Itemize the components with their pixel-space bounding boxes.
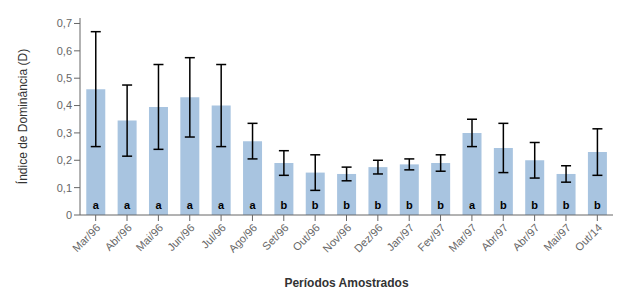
svg-text:b: b bbox=[281, 199, 288, 211]
svg-text:0,7: 0,7 bbox=[57, 17, 72, 29]
svg-text:Out/14: Out/14 bbox=[572, 221, 604, 253]
svg-text:0,4: 0,4 bbox=[57, 99, 72, 111]
svg-text:b: b bbox=[531, 199, 538, 211]
svg-text:b: b bbox=[406, 199, 413, 211]
svg-text:Nov/96: Nov/96 bbox=[320, 221, 353, 254]
svg-text:0: 0 bbox=[66, 209, 72, 221]
svg-text:0,1: 0,1 bbox=[57, 182, 72, 194]
svg-text:a: a bbox=[124, 199, 131, 211]
svg-text:0,5: 0,5 bbox=[57, 72, 72, 84]
svg-text:Mar/97: Mar/97 bbox=[446, 221, 479, 254]
svg-text:Mai/96: Mai/96 bbox=[133, 221, 165, 253]
svg-text:a: a bbox=[155, 199, 162, 211]
svg-text:b: b bbox=[437, 199, 444, 211]
svg-text:a: a bbox=[249, 199, 256, 211]
svg-text:Jun/96: Jun/96 bbox=[165, 221, 197, 253]
svg-text:Índice de Dominância (D): Índice de Dominância (D) bbox=[15, 49, 30, 184]
svg-text:Mar/96: Mar/96 bbox=[70, 221, 103, 254]
svg-text:a: a bbox=[469, 199, 476, 211]
svg-text:Set/96: Set/96 bbox=[260, 221, 291, 252]
svg-text:Dez/96: Dez/96 bbox=[352, 221, 385, 254]
svg-text:0,6: 0,6 bbox=[57, 45, 72, 57]
svg-text:Mai/97: Mai/97 bbox=[541, 221, 573, 253]
svg-text:b: b bbox=[375, 199, 382, 211]
svg-text:Abr/97: Abr/97 bbox=[510, 221, 541, 252]
svg-text:Out/96: Out/96 bbox=[290, 221, 322, 253]
svg-text:a: a bbox=[93, 199, 100, 211]
svg-text:a: a bbox=[218, 199, 225, 211]
svg-text:0,3: 0,3 bbox=[57, 127, 72, 139]
svg-text:Ago/96: Ago/96 bbox=[226, 221, 259, 254]
svg-text:b: b bbox=[594, 199, 601, 211]
svg-text:Abr/97: Abr/97 bbox=[479, 221, 510, 252]
svg-text:Jul/96: Jul/96 bbox=[199, 221, 228, 250]
svg-text:Fev/97: Fev/97 bbox=[415, 221, 447, 253]
svg-text:b: b bbox=[500, 199, 507, 211]
svg-text:b: b bbox=[312, 199, 319, 211]
svg-text:b: b bbox=[343, 199, 350, 211]
svg-text:a: a bbox=[187, 199, 194, 211]
svg-text:Períodos Amostrados: Períodos Amostrados bbox=[284, 276, 409, 290]
svg-text:Abr/96: Abr/96 bbox=[103, 221, 134, 252]
svg-text:b: b bbox=[563, 199, 570, 211]
svg-text:0,2: 0,2 bbox=[57, 154, 72, 166]
svg-text:Jan/97: Jan/97 bbox=[384, 221, 416, 253]
